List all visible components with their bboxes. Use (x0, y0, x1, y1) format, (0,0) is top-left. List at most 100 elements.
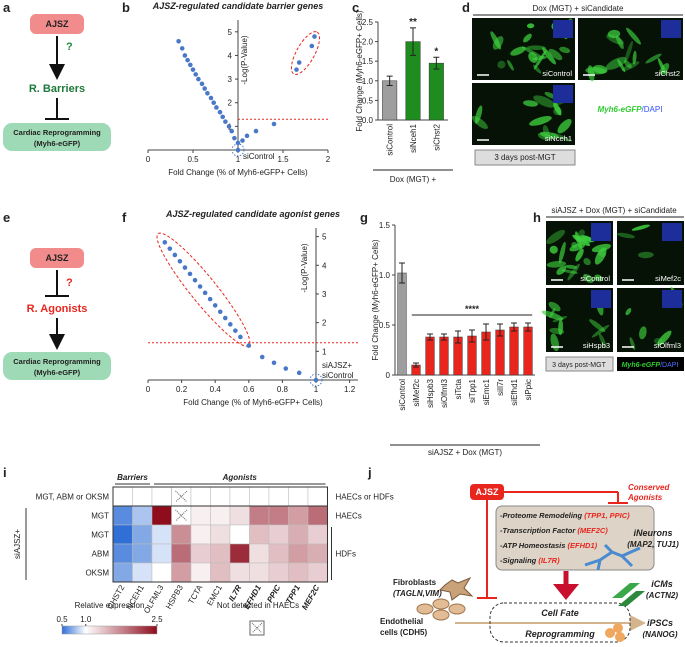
dapi-inset (662, 290, 682, 308)
annotation: siAJSZ+ (322, 361, 352, 370)
y-tick-label: 0.5 (362, 96, 374, 105)
node-label: Cardiac Reprogramming (13, 128, 101, 137)
point (176, 38, 181, 44)
row-label: MGT (91, 512, 109, 521)
row-label: OKSM (85, 569, 109, 578)
point (211, 100, 216, 106)
fluorescence (539, 131, 559, 139)
x-tick-label: 0.2 (176, 385, 188, 394)
node (470, 484, 504, 500)
point (202, 290, 208, 296)
error-bar (455, 330, 461, 344)
x-tick-label: siControl (398, 379, 407, 411)
y-tick-label: 3 (228, 75, 233, 84)
note: Conserved (628, 483, 670, 492)
point (177, 258, 183, 264)
arrow-head (553, 584, 579, 600)
tile-label: siControl (542, 69, 572, 78)
panel-label: j (367, 465, 372, 480)
cell-label: Endothelial (380, 617, 423, 626)
cell (151, 486, 172, 507)
panel-label: g (360, 210, 368, 225)
column-group-label: Barriers (117, 473, 148, 482)
point (235, 140, 241, 146)
point (182, 53, 188, 58)
point (214, 105, 219, 110)
point (296, 370, 302, 376)
x-tick-label: siPpic (524, 379, 533, 400)
point (253, 128, 259, 134)
point (185, 57, 190, 63)
error-bar (427, 333, 433, 341)
node-label: Cardiac Reprogramming (13, 357, 101, 366)
fluorescence (587, 65, 595, 82)
point (246, 343, 252, 348)
point (182, 265, 188, 270)
node-label: R. Agonists (27, 303, 88, 315)
tile-label: siMef2c (655, 274, 681, 283)
x-tick-label: siTpp1 (468, 378, 477, 403)
point (212, 303, 218, 308)
cell (112, 524, 133, 545)
fluorescence (553, 106, 562, 116)
fluorescence (558, 319, 564, 336)
point (312, 34, 317, 39)
row-label: MGT, ABM or OKSM (36, 493, 110, 502)
point (223, 119, 228, 124)
node-label: AJSZ (475, 487, 499, 497)
tile-label: siChst2 (655, 69, 680, 78)
point (309, 43, 315, 49)
bar (439, 336, 449, 376)
node-label: AJSZ (45, 19, 69, 29)
fluorescence (577, 235, 593, 244)
image-panel-h: siAJSZ + Dox (MGT) + siCandidate 3 days … (541, 206, 684, 372)
point (259, 354, 265, 360)
stain: /DAPI (642, 105, 663, 114)
colorbar (61, 625, 158, 635)
panel-title: siAJSZ + Dox (MGT) + siCandidate (551, 206, 677, 215)
panel-labels: a b c d e f g h i j (3, 0, 541, 480)
y-tick-label: 4 (228, 51, 233, 60)
y-tick-label: 0.5 (379, 321, 391, 330)
point (193, 72, 198, 77)
x-tick-label: siHspb3 (426, 378, 435, 407)
tile-label: siNceh1 (545, 134, 572, 143)
item-label: -Transcription Factor (500, 526, 576, 535)
fluorescence (560, 269, 578, 274)
colorbar-title: Relative expression (75, 601, 145, 610)
dapi-inset (553, 85, 573, 103)
control-ring (309, 373, 323, 387)
cell (151, 562, 172, 583)
fluorescence (639, 326, 647, 340)
y-tick-label: 5 (228, 28, 233, 37)
cell (132, 486, 153, 507)
cell (268, 562, 289, 583)
row-note: HAECs or HDFs (336, 493, 394, 502)
cell-icon (448, 603, 466, 615)
cell (210, 562, 231, 583)
colorbar-tick-label: 2.5 (151, 615, 163, 624)
cell (307, 505, 328, 526)
note: Agonists (627, 493, 663, 502)
cell (229, 486, 250, 507)
node (30, 14, 84, 34)
cell (307, 486, 328, 507)
y-tick-label: 1.0 (362, 77, 374, 86)
fluorescence (548, 48, 563, 61)
cell (268, 486, 289, 507)
fluorescence (548, 301, 561, 312)
node (3, 352, 111, 380)
cross (175, 490, 188, 503)
y-tick-label: 3 (322, 290, 327, 299)
fluorescence (592, 64, 608, 74)
diagram-a: AJSZ ? R. Barriers Cardiac Reprogramming… (3, 14, 111, 151)
cell (229, 562, 250, 583)
cell (249, 524, 270, 545)
process-box (489, 602, 631, 643)
fluorescence (549, 245, 558, 254)
highlight (290, 31, 321, 76)
fluorescence (645, 53, 662, 64)
panel-title: Dox (MGT) + siCandidate (533, 4, 624, 13)
panel-label: d (462, 0, 470, 15)
fluorescence (626, 27, 642, 45)
